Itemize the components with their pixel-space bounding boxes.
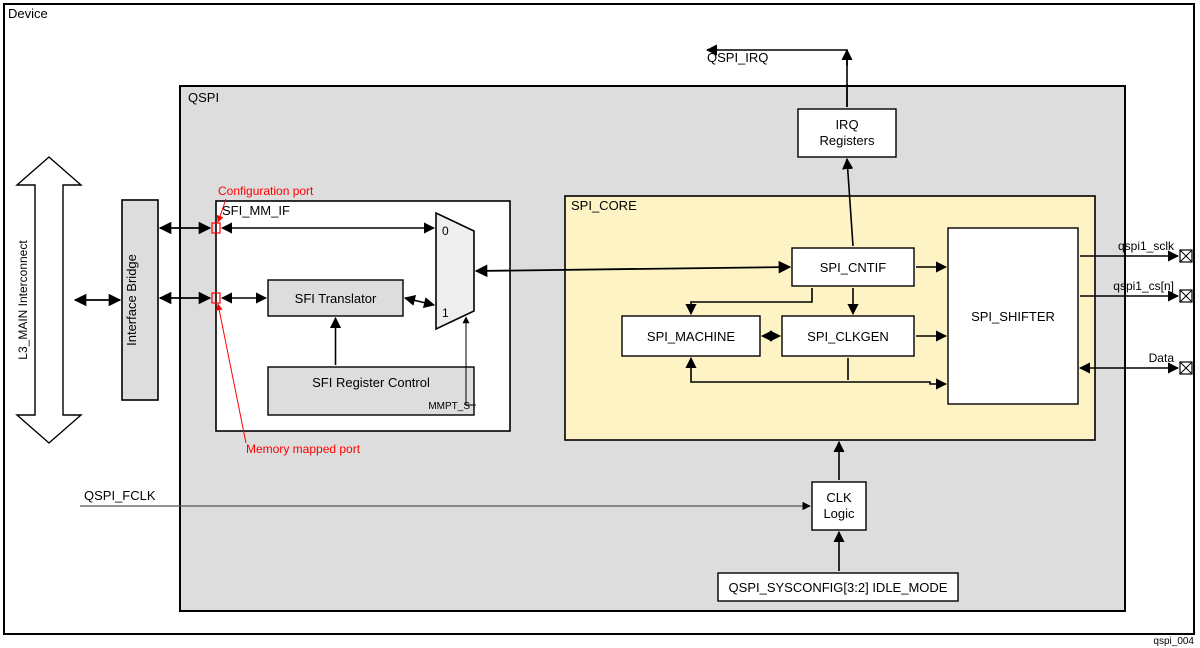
qspi-label: QSPI bbox=[188, 90, 219, 105]
qspi-fclk-label: QSPI_FCLK bbox=[84, 488, 156, 503]
footer-id: qspi_004 bbox=[1153, 636, 1194, 647]
out-cs-label: qspi1_cs[n] bbox=[1113, 279, 1174, 293]
spi-cntif-label: SPI_CNTIF bbox=[820, 260, 887, 275]
irq-registers-label2: Registers bbox=[820, 133, 875, 148]
irq-registers-label1: IRQ bbox=[835, 117, 858, 132]
mux-in1-label: 1 bbox=[442, 306, 449, 320]
spi-clkgen-label: SPI_CLKGEN bbox=[807, 329, 889, 344]
sfi-translator-label: SFI Translator bbox=[295, 291, 377, 306]
qspi-irq-label: QSPI_IRQ bbox=[707, 50, 768, 65]
out-data-label: Data bbox=[1149, 351, 1175, 365]
device-label: Device bbox=[8, 6, 48, 21]
spi-machine-label: SPI_MACHINE bbox=[647, 329, 735, 344]
sfi-mm-if-label: SFI_MM_IF bbox=[222, 203, 290, 218]
spi-core-label: SPI_CORE bbox=[571, 198, 637, 213]
config-port-label: Configuration port bbox=[218, 184, 314, 198]
clk-logic-label1: CLK bbox=[826, 490, 852, 505]
out-sclk-label: qspi1_sclk bbox=[1118, 239, 1175, 253]
sysconfig-label: QSPI_SYSCONFIG[3:2] IDLE_MODE bbox=[729, 580, 948, 595]
interface-bridge-label: Interface Bridge bbox=[124, 254, 139, 346]
sfi-regctrl-label: SFI Register Control bbox=[312, 375, 430, 390]
clk-logic-label2: Logic bbox=[823, 506, 855, 521]
mux-in0-label: 0 bbox=[442, 224, 449, 238]
sfi-regctrl-sublabel: MMPT_S bbox=[428, 401, 470, 412]
l3-label: L3_MAIN Interconnect bbox=[16, 240, 30, 360]
memory-port-label: Memory mapped port bbox=[246, 442, 361, 456]
spi-shifter-label: SPI_SHIFTER bbox=[971, 309, 1055, 324]
